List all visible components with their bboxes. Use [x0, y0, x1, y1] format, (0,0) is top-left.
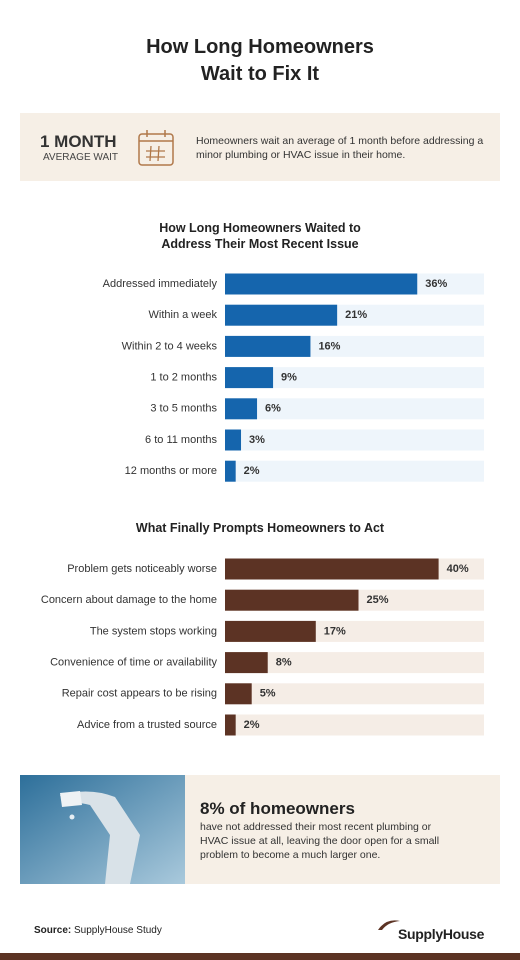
bar — [225, 589, 359, 611]
value-label: 21% — [345, 309, 367, 321]
bar-track — [225, 429, 484, 451]
bar-track — [225, 398, 484, 420]
chart-title: What Finally Prompts Homeowners to Act — [135, 521, 385, 535]
summary-text: Homeowners wait an average of 1 month be… — [196, 135, 484, 161]
value-label: 6% — [265, 403, 281, 415]
category-label: 6 to 11 months — [145, 434, 217, 446]
bar — [225, 335, 311, 357]
source: Source: SupplyHouse Study — [34, 925, 162, 936]
brand-logo: SupplyHouse — [398, 926, 485, 942]
category-label: Problem gets noticeably worse — [67, 563, 217, 575]
category-label: 1 to 2 months — [150, 372, 217, 384]
bar — [225, 683, 252, 705]
category-label: Within 2 to 4 weeks — [122, 340, 218, 352]
value-label: 16% — [318, 340, 340, 352]
bar-track — [225, 367, 484, 389]
faucet-image — [20, 775, 185, 884]
value-label: 3% — [249, 434, 265, 446]
summary-stat-label: AVERAGE WAIT — [43, 152, 119, 163]
category-label: The system stops working — [90, 625, 217, 637]
value-label: 17% — [324, 625, 346, 637]
value-label: 9% — [281, 372, 297, 384]
category-label: Within a week — [149, 309, 218, 321]
bar-track — [225, 652, 484, 674]
bar — [225, 558, 439, 580]
value-label: 40% — [447, 563, 469, 575]
bar-charts: Addressed immediately 36% Within a week 21%… — [41, 273, 484, 736]
category-label: 12 months or more — [125, 465, 217, 477]
value-label: 2% — [244, 465, 260, 477]
category-label: Advice from a trusted source — [77, 719, 217, 731]
bar-track — [225, 714, 484, 736]
page-title: How Long Homeowners Wait to Fix It — [146, 36, 374, 85]
bar — [225, 714, 236, 736]
value-label: 36% — [425, 278, 447, 290]
value-label: 2% — [244, 719, 260, 731]
bar — [225, 367, 274, 389]
bar-track — [225, 683, 484, 705]
source-label: Source: — [34, 925, 72, 936]
category-label: 3 to 5 months — [150, 403, 217, 415]
value-label: 25% — [367, 594, 389, 606]
bar — [225, 620, 316, 642]
source-text: SupplyHouse Study — [74, 925, 162, 936]
bar — [225, 652, 268, 674]
bar — [225, 398, 258, 420]
bar-track — [225, 460, 484, 482]
brand-swoosh — [378, 920, 400, 930]
bar — [225, 304, 338, 326]
category-label: Convenience of time or availability — [50, 657, 217, 669]
summary-stat: 1 MONTH — [40, 132, 117, 151]
value-label: 5% — [260, 688, 276, 700]
bar — [225, 460, 236, 482]
bar — [225, 429, 242, 451]
highlight-title: 8% of homeowners — [200, 799, 355, 818]
category-label: Addressed immediately — [103, 278, 218, 290]
bar — [225, 273, 418, 295]
category-label: Concern about damage to the home — [41, 594, 217, 606]
footer-bar — [0, 953, 520, 960]
chart-title: How Long Homeowners Waited to Address Th… — [159, 221, 361, 251]
category-label: Repair cost appears to be rising — [62, 688, 217, 700]
highlight-text: have not addressed their most recent plu… — [200, 821, 440, 861]
calendar-icon — [138, 130, 174, 166]
summary-box — [20, 113, 500, 181]
value-label: 8% — [276, 657, 292, 669]
